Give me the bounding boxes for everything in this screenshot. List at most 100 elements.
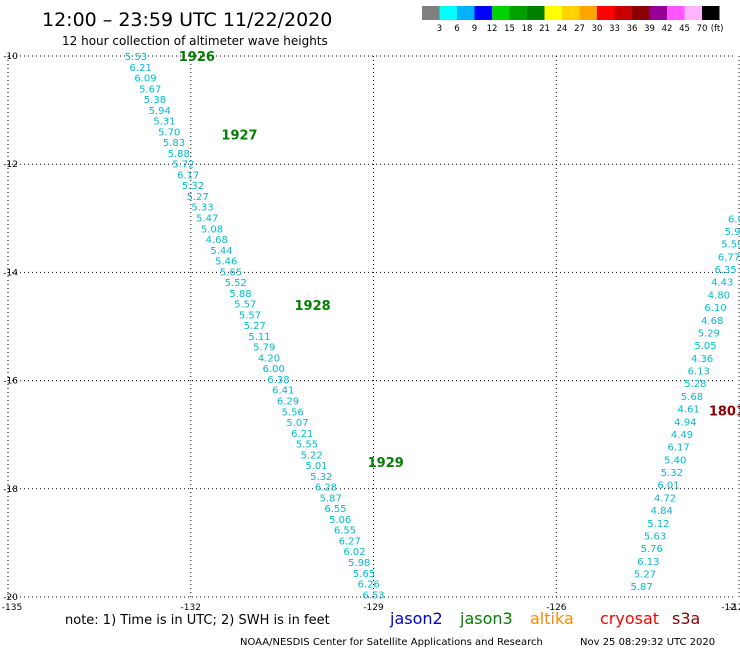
wave-height-value: 5.52 (225, 278, 247, 289)
colorbar-swatch (562, 6, 580, 20)
colorbar-swatch (544, 6, 562, 20)
wave-height-value: 6.01 (657, 481, 679, 492)
axis-ticks: -135-132-129-126-123-12-10-12-14-16-18-2… (2, 52, 740, 613)
wave-height-value: 5.28 (684, 379, 706, 390)
wave-height-value: 5.88 (229, 289, 251, 300)
wave-height-value: 4.80 (708, 290, 730, 301)
colorbar-label: 24 (557, 24, 568, 34)
wave-height-value: 5.27 (187, 192, 209, 203)
wave-height-value: 4.43 (711, 278, 733, 289)
wave-height-value: 5.11 (248, 332, 270, 343)
wave-height-value: 4.36 (691, 354, 713, 365)
colorbar-label: 9 (472, 24, 477, 34)
wave-height-value: 4.94 (674, 417, 696, 428)
wave-height-value: 5.65 (220, 267, 242, 278)
wave-height-value: 5.79 (253, 343, 275, 354)
y-tick-label: -10 (3, 52, 18, 62)
wave-height-value: 5.32 (182, 181, 204, 192)
wave-height-value: 5.98 (348, 558, 370, 569)
satellite-name: s3a (672, 609, 700, 628)
colorbar-swatch (457, 6, 475, 20)
colorbar-swatch (527, 6, 545, 20)
wave-height-value: 5.07 (286, 418, 308, 429)
wave-height-value: 5.63 (644, 531, 666, 542)
wave-height-value: 6.35 (715, 265, 737, 276)
wave-height-value: 6.55 (324, 504, 346, 515)
wave-height-value: 6.00 (728, 214, 740, 225)
wave-height-value: 5.46 (215, 257, 237, 268)
wave-height-value: 6.02 (343, 547, 365, 558)
wave-height-value: 5.06 (329, 515, 351, 526)
wave-height-value: 5.32 (310, 472, 332, 483)
y-tick-label: -16 (3, 377, 18, 387)
wave-height-value: 6.13 (637, 557, 659, 568)
wave-height-value: 6.27 (339, 536, 361, 547)
wave-height-value: 6.10 (704, 303, 726, 314)
units-note: note: 1) Time is in UTC; 2) SWH is in fe… (65, 613, 330, 628)
colorbar-swatch (684, 6, 702, 20)
wave-height-value: 6.77 (718, 252, 740, 263)
y-tick-label: -14 (3, 268, 18, 278)
colorbar-swatch (632, 6, 650, 20)
wave-height-value: 5.44 (210, 246, 232, 257)
wave-height-value: 5.56 (282, 407, 304, 418)
plot-grid (7, 55, 740, 598)
satellite-name: jason3 (459, 609, 513, 628)
wave-height-value: 4.20 (258, 353, 280, 364)
footer-credit: NOAA/NESDIS Center for Satellite Applica… (240, 637, 543, 648)
y-tick-label: -18 (3, 485, 18, 495)
wave-height-value: 5.59 (721, 240, 740, 251)
colorbar-label: 33 (609, 24, 620, 34)
colorbar-label: 15 (504, 24, 515, 34)
colorbar-swatch (702, 6, 720, 20)
wave-height-value: 6.55 (334, 526, 356, 537)
colorbar-unit: (ft) (711, 24, 724, 34)
y-tick-label: -20 (3, 593, 18, 603)
wave-height-value: 5.40 (664, 455, 686, 466)
satellite-name: cryosat (600, 609, 659, 628)
colorbar-label: 3 (437, 24, 442, 34)
footer-timestamp: Nov 25 08:29:32 UTC 2020 (580, 637, 715, 648)
colorbar-swatch (492, 6, 510, 20)
colorbar-swatch (509, 6, 527, 20)
y-tick-label: -12 (3, 160, 18, 170)
wave-height-value: 6.17 (667, 443, 689, 454)
chart-title: 12:00 – 23:59 UTC 11/22/2020 (42, 9, 332, 31)
wave-height-value: 4.68 (701, 316, 723, 327)
wave-height-value: 5.68 (681, 392, 703, 403)
wave-height-value: 5.57 (239, 310, 261, 321)
wave-height-value: 5.31 (153, 117, 175, 128)
pass-time-label: 1928 (295, 299, 331, 314)
colorbar-label: 27 (574, 24, 585, 34)
wave-height-value: 5.08 (201, 224, 223, 235)
colorbar-label: 30 (592, 24, 603, 34)
wave-height-value: 5.72 (172, 160, 194, 171)
colorbar-legend: 3 6 9 12 15 18 21 24 27 30 33 36 39 42 45 70 (ft) (422, 6, 724, 34)
colorbar-swatch (439, 6, 457, 20)
wave-height-value: 6.17 (177, 170, 199, 181)
wave-height-value: 5.01 (305, 461, 327, 472)
wave-height-value: 6.09 (134, 74, 156, 85)
colorbar-label: 6 (454, 24, 459, 34)
pass-time-label: 1927 (221, 128, 257, 143)
x-tick-label: -135 (2, 603, 22, 613)
wave-height-value: 5.47 (196, 213, 218, 224)
wave-height-value: 5.94 (149, 106, 171, 117)
wave-height-value: 5.33 (191, 203, 213, 214)
colorbar-label: 36 (627, 24, 638, 34)
wave-height-value: 5.27 (244, 321, 266, 332)
colorbar-label: 42 (662, 24, 673, 34)
wave-height-value: 5.55 (296, 440, 318, 451)
wave-height-value: 4.61 (678, 405, 700, 416)
colorbar-label: 12 (487, 24, 498, 34)
wave-height-value: 6.41 (272, 386, 294, 397)
wave-height-value: 5.70 (158, 127, 180, 138)
wave-height-value: 5.27 (634, 569, 656, 580)
wave-height-value: 6.28 (315, 483, 337, 494)
colorbar-swatch (579, 6, 597, 20)
wave-height-value: 5.76 (641, 544, 663, 555)
wave-height-value: 6.00 (263, 364, 285, 375)
colorbar-label: 70 (697, 24, 708, 34)
wave-height-value: 4.84 (651, 506, 673, 517)
